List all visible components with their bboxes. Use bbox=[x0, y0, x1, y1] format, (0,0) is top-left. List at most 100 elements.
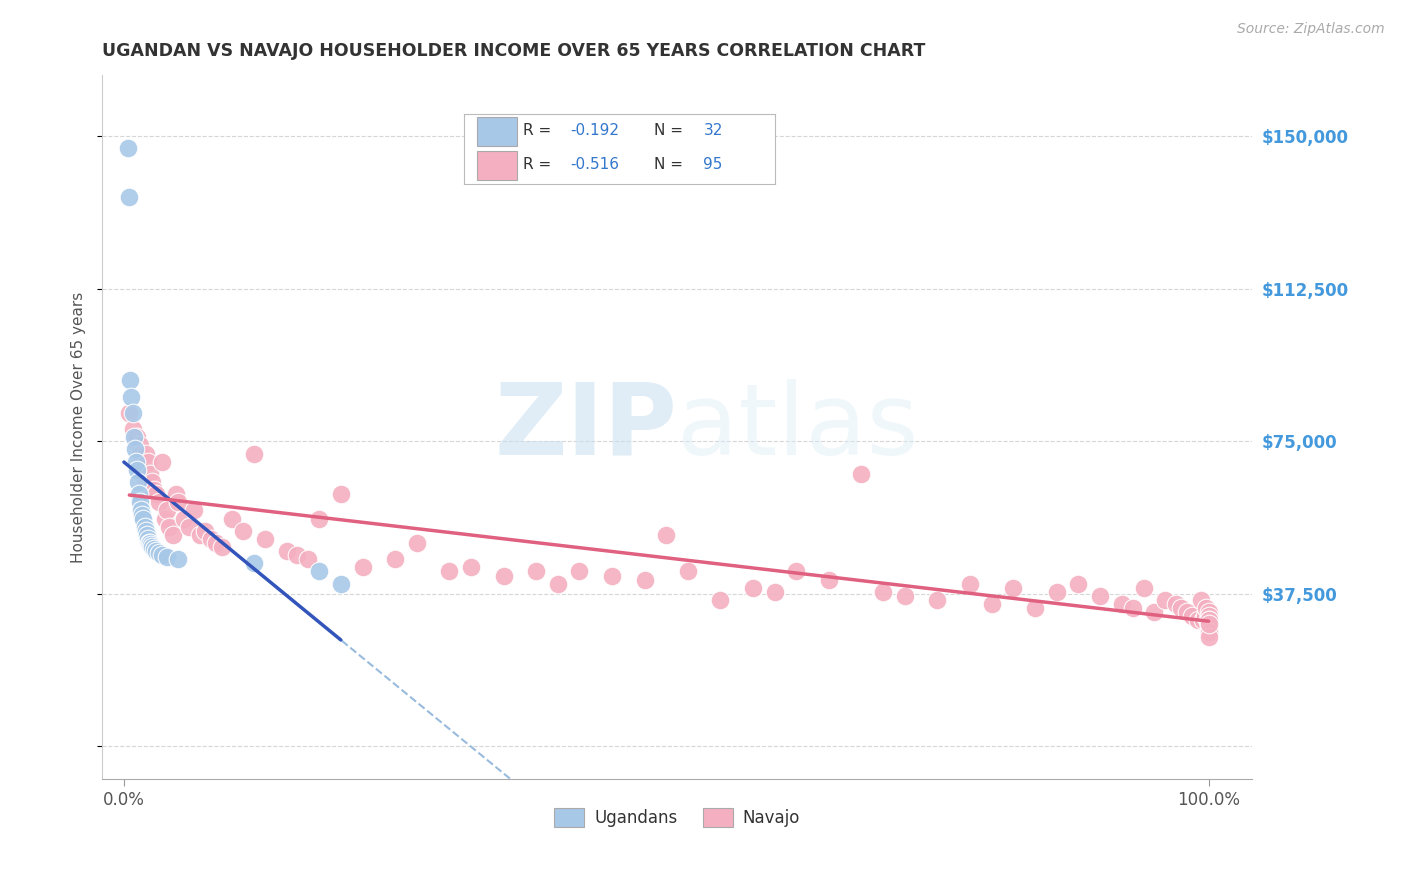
Text: ZIP: ZIP bbox=[495, 378, 678, 475]
Point bbox=[1198, 621, 1220, 635]
Point bbox=[118, 190, 141, 204]
Point bbox=[165, 487, 187, 501]
Point bbox=[211, 540, 233, 554]
Point bbox=[117, 141, 139, 155]
Point bbox=[138, 536, 160, 550]
Point bbox=[329, 576, 352, 591]
Point bbox=[132, 511, 155, 525]
Point bbox=[122, 430, 145, 444]
Point bbox=[568, 565, 591, 579]
Point bbox=[1195, 601, 1218, 615]
Point bbox=[1046, 584, 1069, 599]
Point bbox=[1170, 601, 1192, 615]
Point bbox=[156, 550, 179, 565]
Point bbox=[1198, 617, 1220, 632]
Point bbox=[125, 455, 148, 469]
Point bbox=[1154, 593, 1177, 607]
Point bbox=[177, 519, 200, 533]
Point bbox=[128, 487, 150, 501]
Point bbox=[156, 503, 179, 517]
Point bbox=[1192, 613, 1215, 627]
Point bbox=[131, 508, 153, 522]
Point bbox=[352, 560, 374, 574]
Point bbox=[143, 483, 166, 497]
Point bbox=[132, 463, 155, 477]
Point bbox=[159, 519, 181, 533]
Point bbox=[129, 503, 152, 517]
Point bbox=[150, 455, 173, 469]
Point bbox=[129, 495, 152, 509]
Point bbox=[1002, 581, 1025, 595]
Point bbox=[221, 511, 243, 525]
Point bbox=[1175, 605, 1198, 619]
Point bbox=[308, 511, 330, 525]
Point bbox=[405, 536, 427, 550]
Point bbox=[709, 593, 731, 607]
Point bbox=[1194, 609, 1216, 624]
Point bbox=[1122, 601, 1144, 615]
Point bbox=[959, 576, 981, 591]
Point bbox=[167, 495, 190, 509]
Legend: Ugandans, Navajo: Ugandans, Navajo bbox=[547, 801, 807, 834]
Point bbox=[148, 495, 170, 509]
Point bbox=[200, 532, 222, 546]
Point bbox=[1187, 613, 1209, 627]
Point bbox=[633, 573, 655, 587]
Point bbox=[600, 568, 623, 582]
Point bbox=[524, 565, 547, 579]
Point bbox=[143, 542, 166, 557]
Point bbox=[134, 519, 156, 533]
Point bbox=[125, 463, 148, 477]
Point bbox=[980, 597, 1002, 611]
Point bbox=[1198, 613, 1220, 627]
Point bbox=[927, 593, 949, 607]
Point bbox=[460, 560, 482, 574]
Point bbox=[148, 546, 170, 560]
Point bbox=[492, 568, 515, 582]
Text: UGANDAN VS NAVAJO HOUSEHOLDER INCOME OVER 65 YEARS CORRELATION CHART: UGANDAN VS NAVAJO HOUSEHOLDER INCOME OVE… bbox=[103, 42, 925, 60]
Point bbox=[1111, 597, 1133, 611]
Point bbox=[742, 581, 765, 595]
Point bbox=[162, 528, 184, 542]
Point bbox=[136, 532, 159, 546]
Point bbox=[118, 406, 141, 420]
Point bbox=[1181, 609, 1204, 624]
Point bbox=[1143, 605, 1166, 619]
Point bbox=[183, 503, 205, 517]
Point bbox=[1198, 613, 1220, 627]
Point bbox=[121, 390, 143, 404]
Point bbox=[153, 511, 176, 525]
Point bbox=[329, 487, 352, 501]
Text: Source: ZipAtlas.com: Source: ZipAtlas.com bbox=[1237, 22, 1385, 37]
Point bbox=[1198, 617, 1220, 632]
Point bbox=[243, 446, 266, 460]
Point bbox=[145, 487, 167, 501]
Point bbox=[1198, 609, 1220, 624]
Y-axis label: Householder Income Over 65 years: Householder Income Over 65 years bbox=[72, 292, 86, 563]
Point bbox=[205, 536, 228, 550]
Point bbox=[131, 455, 153, 469]
Point bbox=[1164, 597, 1187, 611]
Point bbox=[243, 557, 266, 571]
Point bbox=[1088, 589, 1111, 603]
Point bbox=[135, 524, 157, 538]
Point bbox=[287, 548, 309, 562]
Point bbox=[167, 552, 190, 566]
Point bbox=[1198, 617, 1220, 632]
Point bbox=[1189, 593, 1212, 607]
Point bbox=[1132, 581, 1154, 595]
Point bbox=[124, 434, 146, 449]
Point bbox=[818, 573, 841, 587]
Point bbox=[135, 446, 157, 460]
Point bbox=[135, 528, 157, 542]
Point bbox=[1067, 576, 1090, 591]
Point bbox=[851, 467, 873, 481]
Point bbox=[547, 576, 569, 591]
Point bbox=[194, 524, 217, 538]
Point bbox=[121, 422, 143, 436]
Point bbox=[297, 552, 319, 566]
Point bbox=[232, 524, 254, 538]
Point bbox=[676, 565, 699, 579]
Point bbox=[1198, 605, 1220, 619]
Point bbox=[1024, 601, 1046, 615]
